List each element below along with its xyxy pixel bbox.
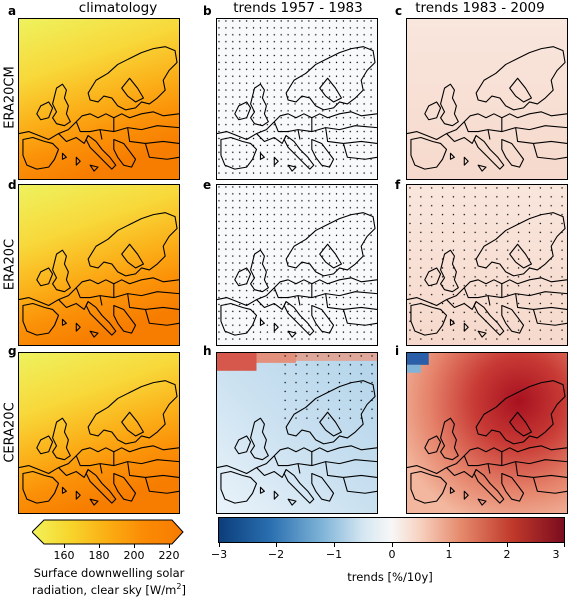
trend-tick-2: 2 bbox=[503, 548, 511, 561]
climatology-colorbar bbox=[32, 519, 184, 545]
panel-letter-a: a bbox=[8, 4, 17, 18]
column-title-climatology: climatology bbox=[78, 0, 158, 16]
clim-label-line2: radiation, clear sky [W/m bbox=[32, 582, 177, 597]
map-svg bbox=[19, 19, 179, 179]
row-label-cera20c: CERA20C bbox=[2, 402, 18, 463]
map-svg bbox=[217, 185, 377, 345]
panel-letter-f: f bbox=[395, 178, 401, 192]
map-panel-a-era20cm-climatology bbox=[18, 18, 180, 180]
map-svg bbox=[407, 353, 567, 513]
map-svg bbox=[217, 19, 377, 179]
panel-letter-b: b bbox=[203, 4, 212, 18]
map-svg bbox=[217, 353, 377, 513]
column-title-trends-1957-1983: trends 1957 - 1983 bbox=[233, 0, 363, 16]
panel-letter-e: e bbox=[203, 178, 212, 192]
map-panel-f-era20c-trend-1983-2009 bbox=[406, 184, 568, 346]
clim-label-line1: Surface downwelling solar bbox=[33, 566, 185, 580]
clim-label-sup: 2 bbox=[176, 582, 182, 591]
clim-tick-180: 180 bbox=[88, 549, 110, 562]
panel-letter-d: d bbox=[8, 178, 17, 192]
panel-letter-g: g bbox=[8, 344, 17, 358]
map-panel-e-era20c-trend-1957-1983 bbox=[216, 184, 378, 346]
row-label-era20cm: ERA20CM bbox=[2, 66, 18, 129]
column-title-trends-1983-2009: trends 1983 - 2009 bbox=[415, 0, 545, 16]
clim-tick-160: 160 bbox=[53, 549, 75, 562]
trend-tick-minus3: −3 bbox=[210, 548, 228, 561]
panel-letter-h: h bbox=[203, 344, 212, 358]
map-svg bbox=[407, 19, 567, 179]
trend-colorbar-label: trends [%/10y] bbox=[347, 570, 433, 584]
trend-tick-minus1: −1 bbox=[325, 548, 343, 561]
map-svg bbox=[19, 353, 179, 513]
map-panel-h-cera20c-trend-1957-1983 bbox=[216, 352, 378, 514]
trend-tick-0: 0 bbox=[388, 548, 396, 561]
map-panel-c-era20cm-trend-1983-2009 bbox=[406, 18, 568, 180]
trend-tick-1: 1 bbox=[445, 548, 453, 561]
climatology-colorbar-label: Surface downwelling solar radiation, cle… bbox=[14, 566, 204, 597]
clim-label-end: ] bbox=[181, 582, 186, 597]
map-panel-b-era20cm-trend-1957-1983 bbox=[216, 18, 378, 180]
trend-tick-3: 3 bbox=[552, 548, 560, 561]
map-svg bbox=[407, 185, 567, 345]
map-svg bbox=[19, 185, 179, 345]
row-label-era20c: ERA20C bbox=[2, 238, 18, 291]
panel-letter-c: c bbox=[395, 4, 403, 18]
clim-tick-220: 220 bbox=[158, 549, 180, 562]
trend-tick-minus2: −2 bbox=[267, 548, 285, 561]
clim-tick-200: 200 bbox=[123, 549, 145, 562]
map-panel-g-cera20c-climatology bbox=[18, 352, 180, 514]
map-panel-i-cera20c-trend-1983-2009 bbox=[406, 352, 568, 514]
panel-letter-i: i bbox=[395, 344, 400, 358]
map-panel-d-era20c-climatology bbox=[18, 184, 180, 346]
trend-colorbar bbox=[218, 517, 565, 543]
